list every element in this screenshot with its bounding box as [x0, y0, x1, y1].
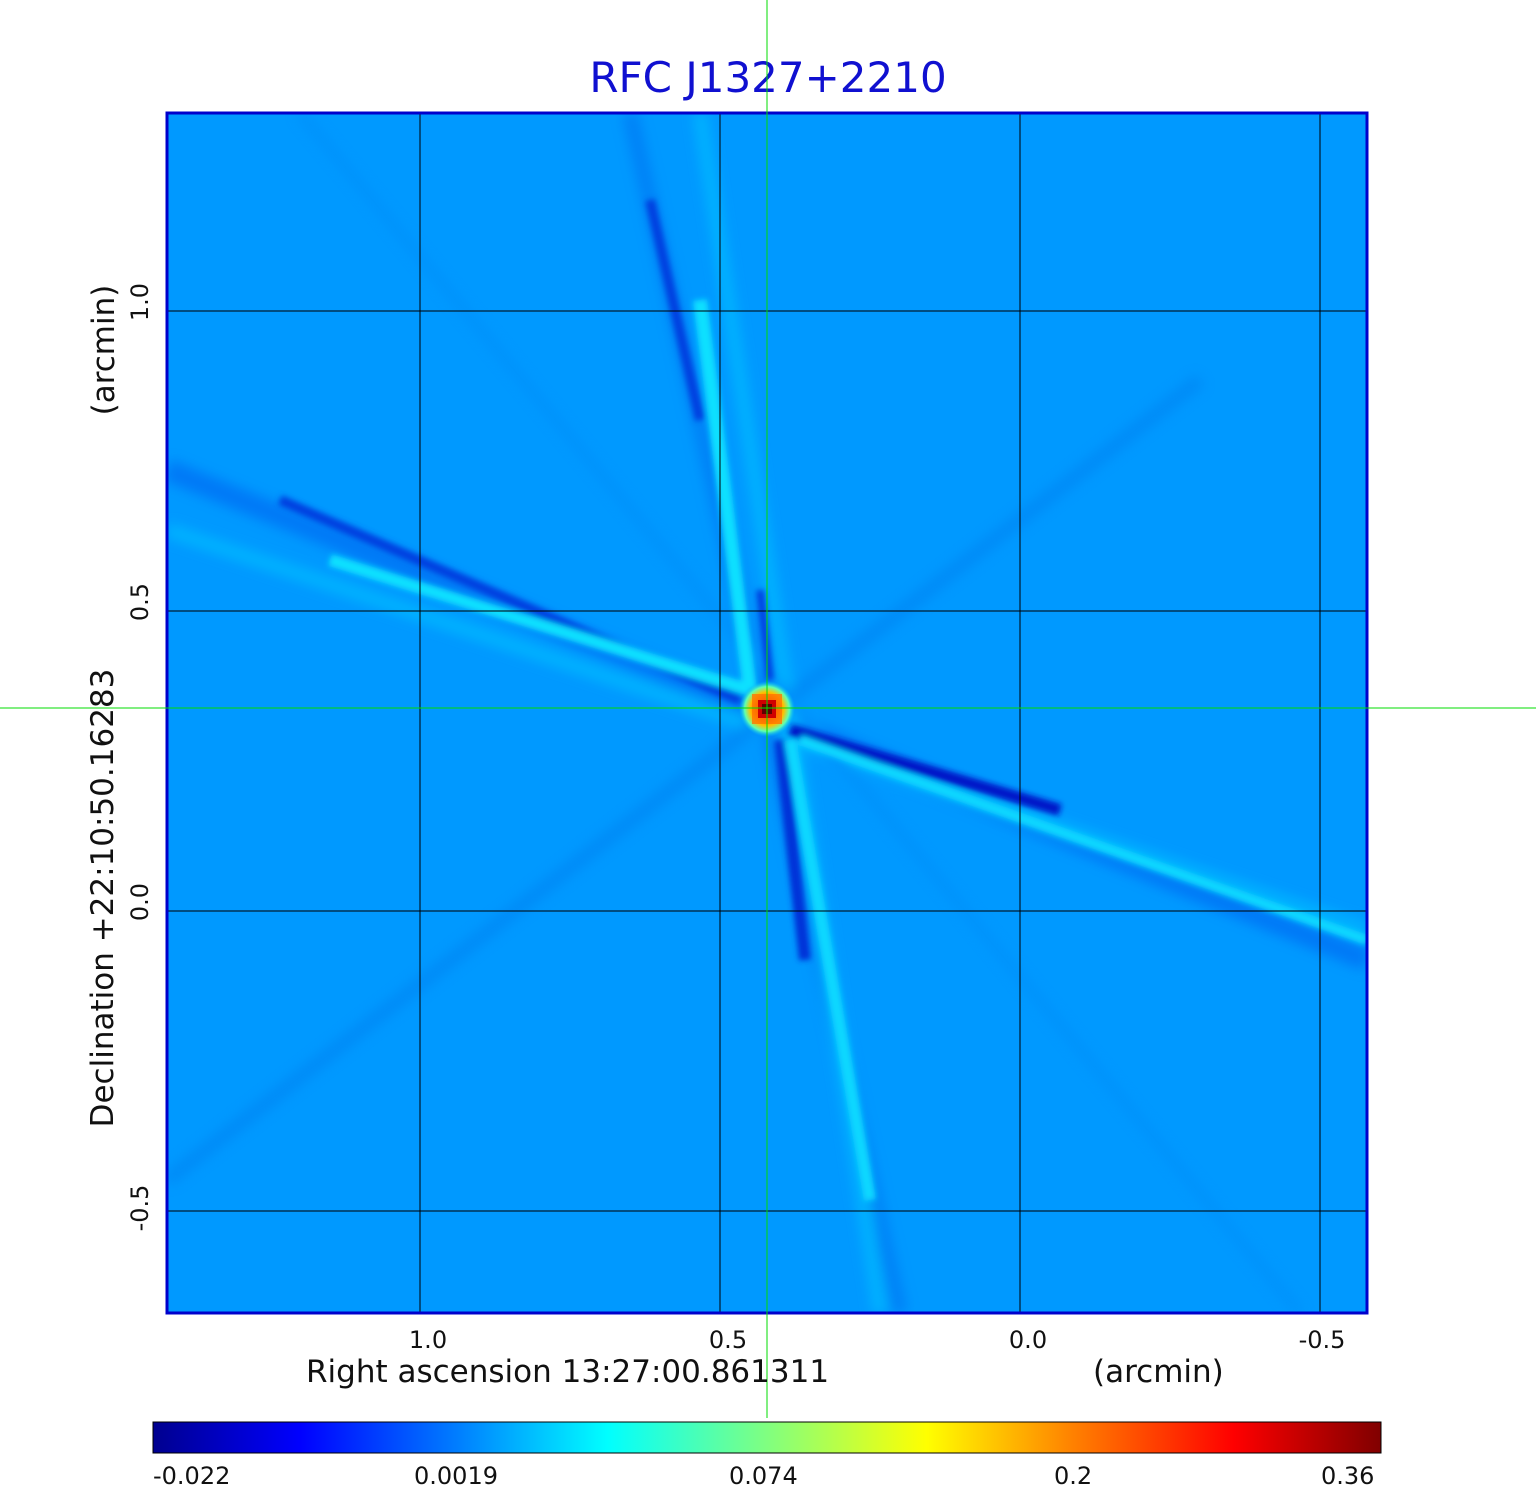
colorbar-tick-label: 0.074: [729, 1462, 798, 1490]
x-axis-unit: (arcmin): [1093, 1354, 1224, 1390]
colorbar-tick-label: 0.0019: [414, 1462, 498, 1490]
colorbar-tick-label: -0.022: [153, 1462, 231, 1490]
y-tick-label: 1.0: [126, 282, 154, 322]
x-tick-label: 1.0: [408, 1326, 448, 1354]
colorbar-tick-label: 0.36: [1321, 1462, 1375, 1490]
crosshair[interactable]: [0, 0, 1536, 1418]
y-tick-label: 0.5: [126, 582, 154, 622]
y-axis-label: Declination +22:10:50.16283: [85, 668, 121, 1128]
image-title: RFC J1327+2210: [589, 53, 947, 102]
x-tick-label: -0.5: [1298, 1326, 1346, 1354]
colorbar: [152, 1421, 1382, 1454]
colorbar-tick-label: 0.2: [1054, 1462, 1093, 1490]
x-axis-label: Right ascension 13:27:00.861311: [306, 1354, 830, 1390]
y-tick-label: 0.0: [126, 882, 154, 922]
y-tick-label: -0.5: [126, 1184, 154, 1232]
x-tick-label: 0.0: [1008, 1326, 1048, 1354]
y-axis-unit: (arcmin): [86, 284, 122, 416]
x-tick-label: 0.5: [708, 1326, 748, 1354]
